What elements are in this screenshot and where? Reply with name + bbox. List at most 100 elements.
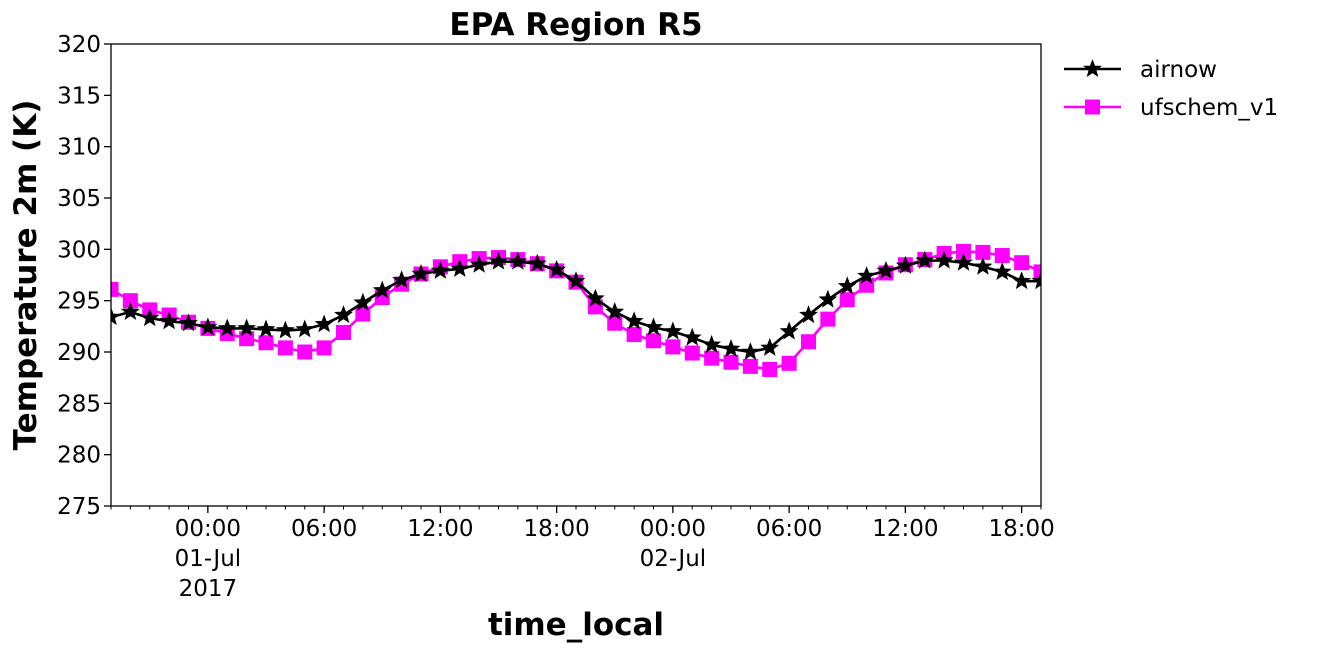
y-axis-label: Temperature 2m (K) — [8, 100, 44, 451]
data-point-ufschem_v1 — [607, 315, 623, 331]
data-point-airnow — [1031, 271, 1041, 290]
data-point-airnow — [818, 289, 838, 308]
chart-title: EPA Region R5 — [449, 7, 702, 43]
x-tick-label: 12:00 — [407, 516, 473, 542]
x-tick-label: 18:00 — [523, 516, 589, 542]
data-point-airnow — [159, 311, 179, 330]
y-tick-label: 285 — [57, 391, 101, 417]
data-point-airnow — [430, 260, 450, 279]
data-point-ufschem_v1 — [801, 334, 816, 350]
data-point-airnow — [198, 317, 218, 336]
data-point-ufschem_v1 — [839, 292, 855, 308]
data-point-airnow — [585, 288, 605, 307]
data-point-ufschem_v1 — [111, 281, 119, 297]
x-tick-label: 06:00 — [756, 516, 822, 542]
data-point-airnow — [120, 302, 140, 320]
data-point-ufschem_v1 — [258, 335, 274, 351]
y-tick-label: 280 — [57, 443, 101, 469]
data-point-airnow — [857, 266, 877, 285]
legend-item-ufschem_v1: ufschem_v1 — [1064, 95, 1278, 121]
data-point-ufschem_v1 — [277, 340, 293, 356]
x-tick-label: 2017 — [179, 576, 238, 602]
data-point-airnow — [256, 319, 276, 338]
x-axis-ticks: 00:00 01-Jul 2017 06:00 12:00 18:00 00:00 02-Ju… — [110, 506, 1055, 602]
data-point-airnow — [469, 254, 489, 273]
data-point-airnow — [314, 314, 334, 333]
data-point-ufschem_v1 — [762, 361, 778, 377]
y-tick-label: 315 — [57, 83, 101, 109]
data-point-airnow — [779, 321, 799, 340]
x-tick-label: 02-Jul — [640, 546, 707, 572]
legend-label: ufschem_v1 — [1140, 95, 1278, 121]
data-point-ufschem_v1 — [626, 327, 642, 343]
y-tick-label: 290 — [57, 340, 101, 366]
data-point-airnow — [992, 262, 1012, 280]
data-point-airnow — [895, 255, 915, 274]
data-point-airnow — [915, 250, 935, 269]
legend: airnow ufschem_v1 — [1064, 57, 1278, 121]
data-point-ufschem_v1 — [742, 358, 758, 374]
x-tick-label: 06:00 — [291, 516, 357, 542]
y-axis-ticks: 275 280 285 290 295 300 305 310 315 320 — [57, 32, 111, 520]
data-point-airnow — [450, 258, 470, 277]
data-point-ufschem_v1 — [665, 339, 681, 355]
data-point-airnow — [411, 264, 431, 282]
data-point-airnow — [527, 253, 547, 272]
data-point-airnow — [624, 311, 644, 330]
data-point-airnow — [566, 271, 586, 290]
data-point-ufschem_v1 — [820, 311, 836, 327]
data-point-airnow — [663, 321, 683, 340]
x-tick-label: 00:00 — [640, 516, 706, 542]
data-point-ufschem_v1 — [723, 354, 739, 370]
data-point-airnow — [1012, 271, 1032, 290]
data-point-airnow — [392, 270, 412, 289]
data-point-airnow — [876, 260, 896, 279]
data-point-airnow — [179, 313, 198, 332]
data-point-airnow — [334, 305, 353, 324]
data-point-airnow — [799, 305, 818, 324]
y-tick-label: 300 — [57, 237, 101, 263]
data-point-airnow — [682, 327, 702, 346]
data-point-ufschem_v1 — [297, 344, 313, 360]
data-point-airnow — [140, 308, 160, 327]
data-point-airnow — [740, 342, 760, 361]
data-point-airnow — [353, 292, 373, 311]
data-point-airnow — [295, 319, 315, 338]
data-point-ufschem_v1 — [336, 324, 351, 340]
data-point-ufschem_v1 — [355, 306, 371, 322]
data-point-ufschem_v1 — [781, 355, 797, 371]
series-airnow — [111, 250, 1041, 361]
x-tick-label: 01-Jul — [175, 546, 242, 572]
data-point-airnow — [702, 334, 722, 353]
x-tick-label: 18:00 — [988, 516, 1054, 542]
data-point-ufschem_v1 — [1033, 264, 1041, 280]
data-point-airnow — [721, 339, 741, 357]
legend-item-airnow: airnow — [1064, 57, 1217, 83]
y-tick-label: 310 — [57, 135, 101, 161]
data-point-ufschem_v1 — [859, 277, 875, 293]
data-point-airnow — [934, 250, 954, 269]
y-tick-label: 295 — [57, 289, 101, 315]
data-point-airnow — [973, 256, 993, 275]
data-point-airnow — [372, 280, 392, 299]
data-point-airnow — [605, 302, 625, 320]
data-point-airnow — [111, 307, 121, 326]
x-tick-label: 00:00 — [175, 516, 241, 542]
data-point-airnow — [760, 337, 780, 356]
x-axis-label: time_local — [488, 607, 664, 643]
data-point-ufschem_v1 — [704, 350, 720, 366]
data-point-ufschem_v1 — [1014, 255, 1030, 271]
data-point-airnow — [489, 251, 508, 270]
legend-marker-star — [1083, 59, 1102, 78]
data-point-airnow — [237, 318, 257, 337]
legend-marker-square — [1085, 99, 1100, 115]
data-point-airnow — [217, 318, 237, 337]
data-point-airnow — [508, 251, 528, 270]
series-layer — [111, 243, 1041, 377]
plot-area-frame — [110, 43, 1042, 507]
y-tick-label: 305 — [57, 186, 101, 212]
x-tick-label: 12:00 — [872, 516, 938, 542]
data-point-ufschem_v1 — [684, 345, 700, 361]
data-point-airnow — [547, 259, 567, 278]
